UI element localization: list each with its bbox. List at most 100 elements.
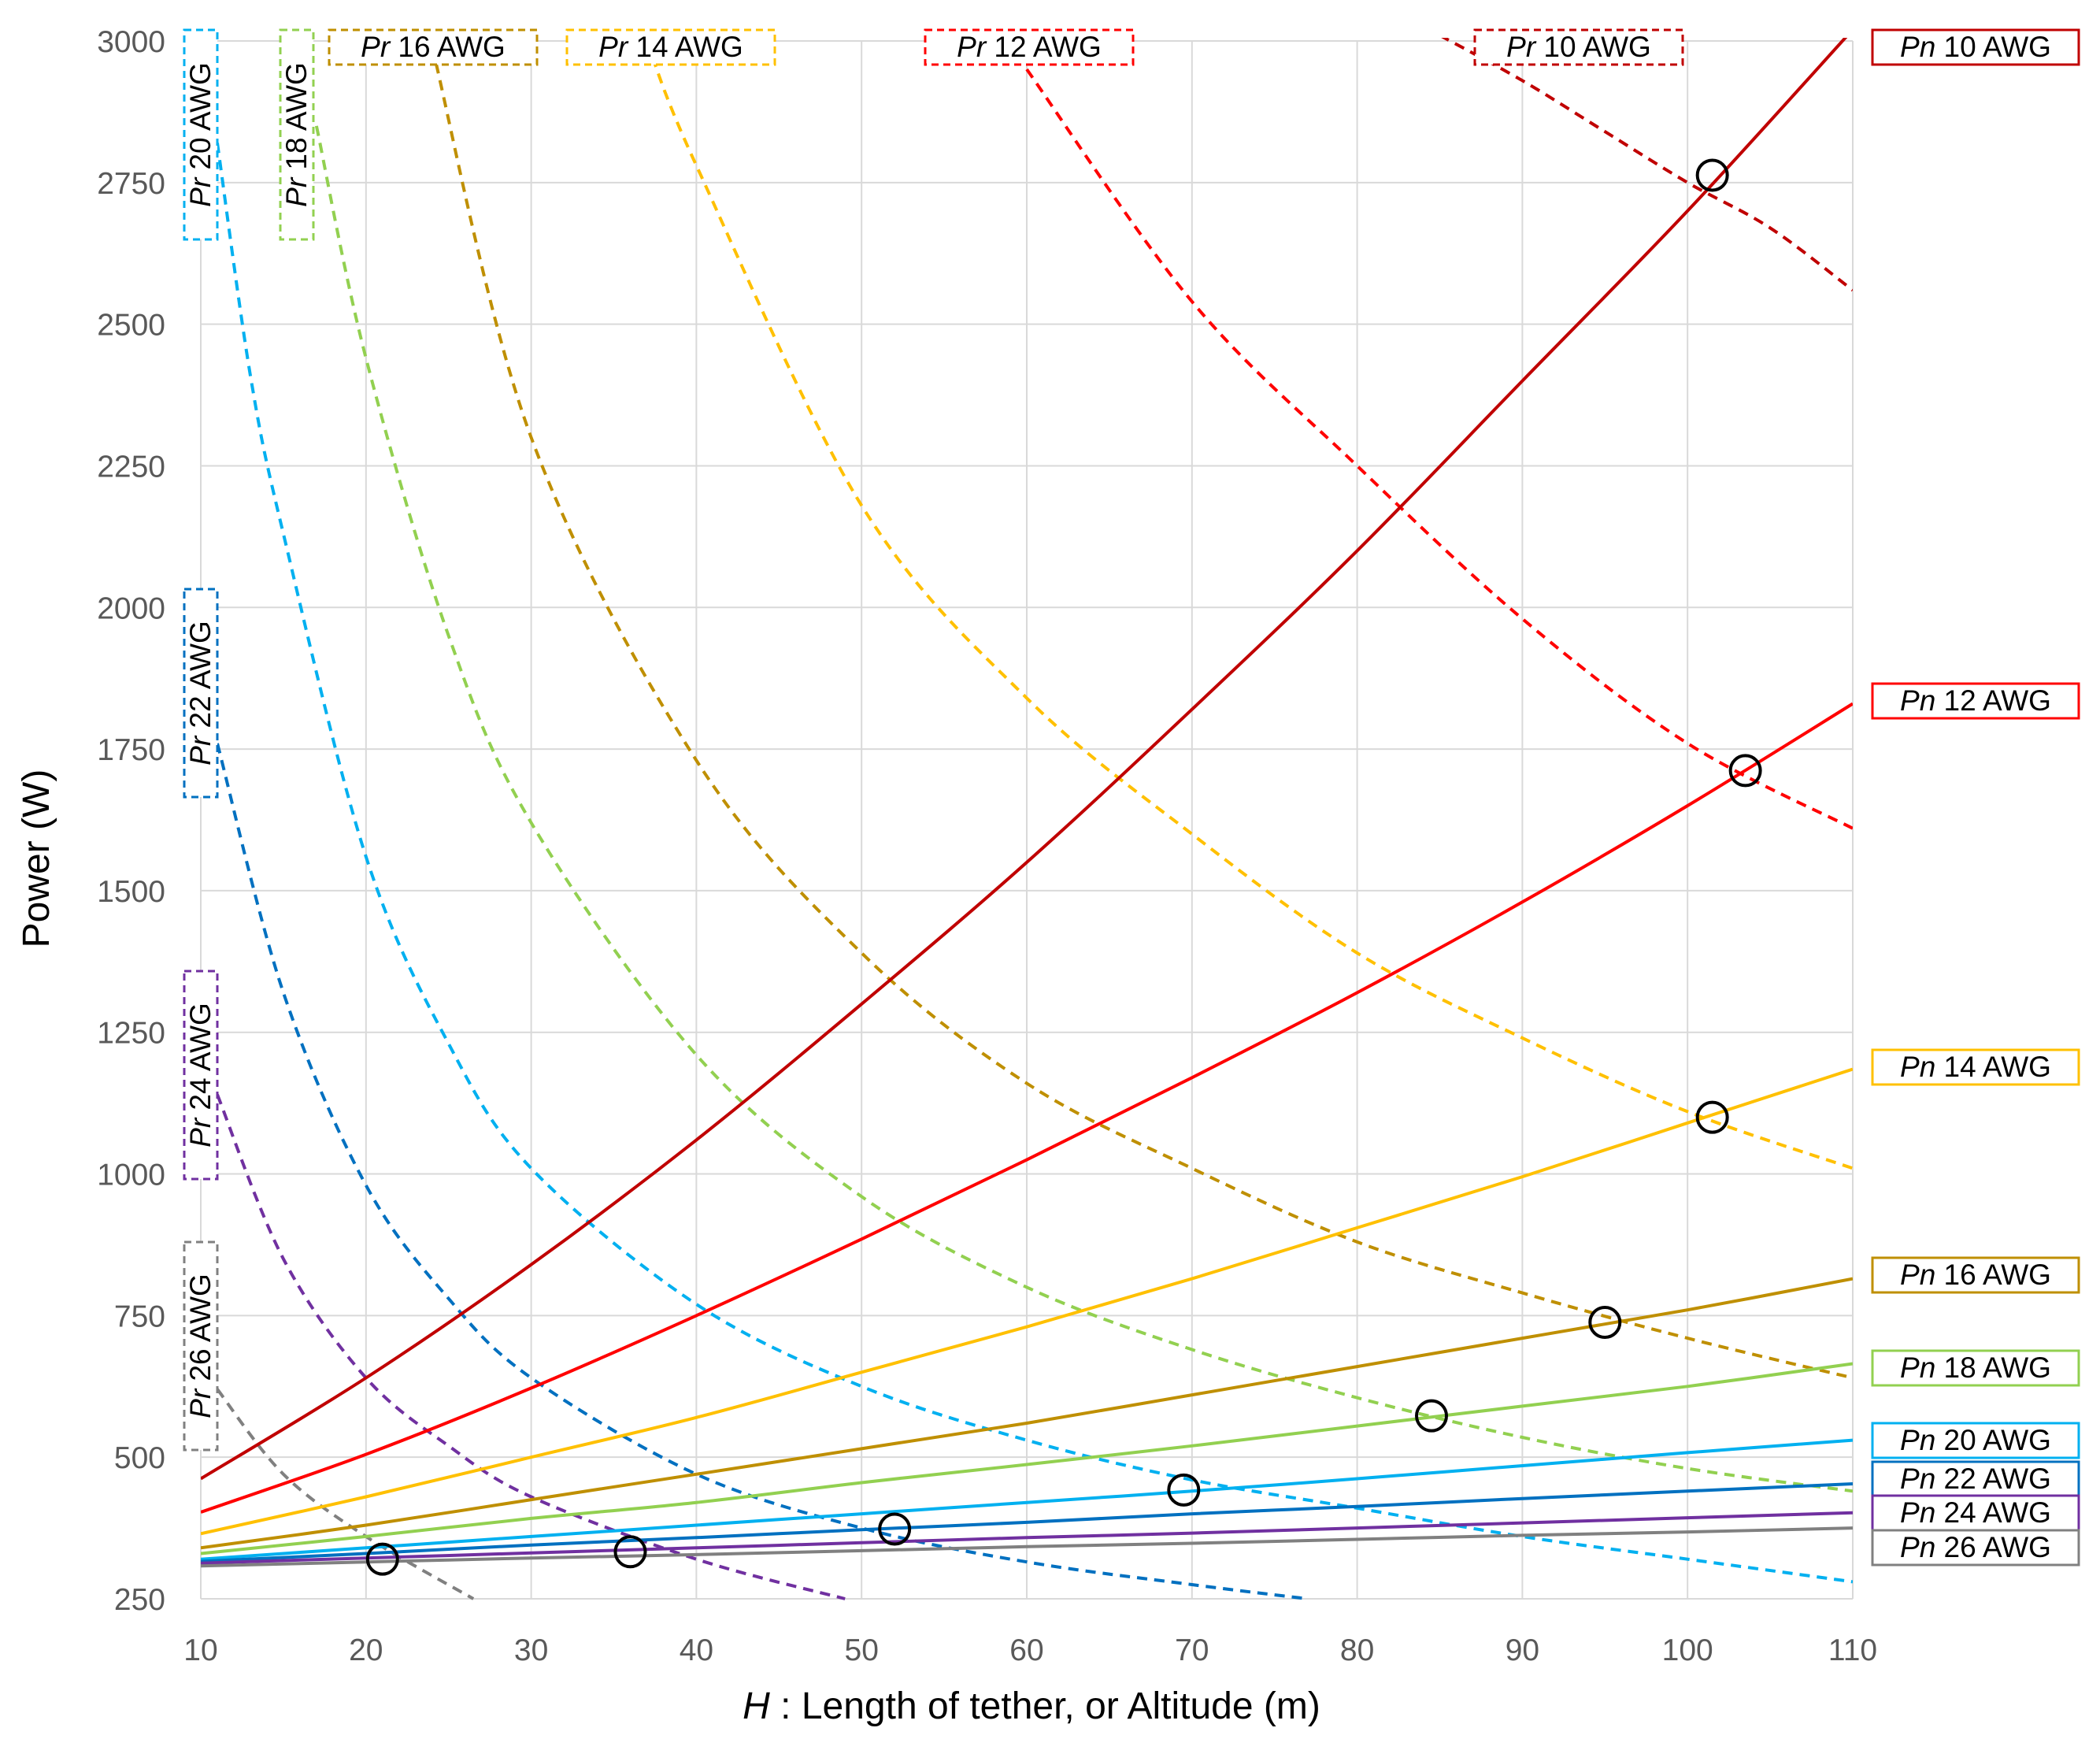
label-pr-14-awg: Pr 14 AWG: [565, 28, 776, 66]
label-pr-26-awg-awg: 26 AWG: [184, 1274, 217, 1389]
label-pn-18-awg-prefix: Pn: [1900, 1352, 1935, 1384]
label-pr-12-awg-prefix: Pr: [957, 31, 987, 63]
marker-6: [1588, 1305, 1622, 1339]
line-pr-24-awg: [216, 1094, 846, 1600]
label-pn-18-awg: Pn 18 AWG: [1871, 1349, 2080, 1387]
y-tick-750: 750: [114, 1300, 165, 1333]
label-pr-18-awg-prefix: Pr: [280, 176, 313, 207]
line-pn-18-awg: [201, 1362, 1853, 1555]
label-pr-10-awg-prefix: Pr: [1506, 31, 1537, 63]
y-tick-1000: 1000: [97, 1159, 165, 1192]
label-pn-18-awg-box: [1871, 1349, 2080, 1387]
label-pn-16-awg-box: [1871, 1256, 2080, 1294]
label-pr-24-awg: Pr 24 AWG: [183, 970, 219, 1181]
label-pr-18-awg-text: Pr 18 AWG: [280, 62, 313, 207]
label-pn-12-awg-awg: 12 AWG: [1935, 684, 2051, 717]
label-pn-20-awg-box: [1871, 1422, 2080, 1459]
label-pr-14-awg-box: [565, 28, 776, 66]
label-pr-16-awg-box: [328, 28, 539, 66]
marker-9: [1695, 158, 1729, 192]
label-pn-10-awg: Pn 10 AWG: [1871, 28, 2080, 66]
label-pr-10-awg-box: [1473, 28, 1684, 66]
x-tick-50: 50: [845, 1633, 879, 1667]
x-tick-100: 100: [1662, 1633, 1713, 1667]
label-pr-16-awg-awg: 16 AWG: [390, 31, 506, 63]
label-pn-22-awg-box: [1871, 1460, 2080, 1498]
label-pn-10-awg-prefix: Pn: [1900, 31, 1935, 63]
line-pn-14-awg: [201, 1067, 1853, 1536]
label-pr-14-awg-awg: 14 AWG: [628, 31, 743, 63]
y-tick-2500: 2500: [97, 309, 165, 343]
label-pn-16-awg-prefix: Pn: [1900, 1259, 1935, 1291]
label-pr-20-awg-text: Pr 20 AWG: [184, 62, 217, 207]
x-tick-10: 10: [183, 1633, 217, 1667]
label-pr-10-awg-text: Pr 10 AWG: [1506, 31, 1651, 63]
label-pr-24-awg-awg: 24 AWG: [184, 1003, 217, 1118]
label-pr-12-awg-awg: 12 AWG: [986, 31, 1102, 63]
label-pr-16-awg-prefix: Pr: [361, 31, 391, 63]
y-tick-1750: 1750: [97, 733, 165, 767]
line-pr-26-awg: [216, 1388, 475, 1600]
label-pn-22-awg-text: Pn 22 AWG: [1900, 1463, 2051, 1495]
line-pr-20-awg: [216, 143, 1853, 1584]
label-pr-10-awg: Pr 10 AWG: [1473, 28, 1684, 66]
label-pn-16-awg-text: Pn 16 AWG: [1900, 1259, 2051, 1291]
label-pr-26-awg-text: Pr 26 AWG: [184, 1274, 217, 1418]
label-pr-14-awg-prefix: Pr: [598, 31, 629, 63]
label-pr-20-awg: Pr 20 AWG: [183, 28, 219, 241]
label-pn-14-awg-text: Pn 14 AWG: [1900, 1051, 2051, 1083]
label-pn-10-awg-box: [1871, 28, 2080, 66]
label-pn-14-awg-box: [1871, 1048, 2080, 1086]
label-pr-12-awg-box: [924, 28, 1135, 66]
label-pn-12-awg-prefix: Pn: [1900, 684, 1935, 717]
label-pr-26-awg-prefix: Pr: [184, 1388, 217, 1418]
label-pr-26-awg-box: [183, 1240, 219, 1452]
label-pr-24-awg-box: [183, 970, 219, 1181]
label-pn-24-awg-box: [1871, 1494, 2080, 1532]
label-pr-22-awg-prefix: Pr: [184, 735, 217, 766]
grid: [200, 40, 1854, 1600]
label-pn-14-awg-prefix: Pn: [1900, 1051, 1935, 1083]
label-pn-16-awg-awg: 16 AWG: [1935, 1259, 2051, 1291]
x-tick-90: 90: [1506, 1633, 1539, 1667]
tick-labels: 10 20 30 40 50 60 70 80 90 100 110 250 500 750 1000 125…: [97, 25, 1877, 1667]
y-tick-1500: 1500: [97, 875, 165, 909]
x-axis-title-text: : Length of tether, or Altitude (m): [770, 1685, 1320, 1727]
marker-2: [613, 1535, 647, 1569]
label-pr-22-awg-awg: 22 AWG: [184, 621, 217, 736]
label-pn-26-awg-awg: 26 AWG: [1935, 1531, 2051, 1563]
line-pr-18-awg: [314, 125, 1853, 1493]
label-pn-24-awg-awg: 24 AWG: [1935, 1496, 2051, 1529]
label-pr-24-awg-text: Pr 24 AWG: [184, 1003, 217, 1148]
label-pn-20-awg-awg: 20 AWG: [1935, 1424, 2051, 1456]
x-tick-110: 110: [1828, 1633, 1877, 1667]
marker-7: [1695, 1100, 1729, 1134]
line-pr-12-awg: [1025, 68, 1853, 830]
line-pn-12-awg: [201, 702, 1853, 1514]
label-pn-16-awg: Pn 16 AWG: [1871, 1256, 2080, 1294]
label-pn-18-awg-text: Pn 18 AWG: [1900, 1352, 2051, 1384]
label-pn-20-awg: Pn 20 AWG: [1871, 1422, 2080, 1459]
x-tick-70: 70: [1175, 1633, 1209, 1667]
line-pn-16-awg: [201, 1277, 1853, 1550]
label-pr-22-awg-text: Pr 22 AWG: [184, 621, 217, 766]
label-pn-18-awg-awg: 18 AWG: [1935, 1352, 2051, 1384]
label-pn-20-awg-text: Pn 20 AWG: [1900, 1424, 2051, 1456]
line-pn-22-awg: [201, 1482, 1853, 1563]
line-pr-22-awg: [216, 743, 1308, 1600]
y-tick-500: 500: [114, 1441, 165, 1475]
marker-5: [1415, 1399, 1449, 1433]
line-pr-16-awg: [430, 46, 1853, 1380]
label-pr-16-awg: Pr 16 AWG: [328, 28, 539, 66]
label-pn-26-awg-prefix: Pn: [1900, 1531, 1935, 1563]
label-pn-12-awg-text: Pn 12 AWG: [1900, 684, 2051, 717]
label-pr-24-awg-prefix: Pr: [184, 1117, 217, 1148]
pn-solid-curves: [201, 38, 1853, 1568]
label-pn-26-awg-text: Pn 26 AWG: [1900, 1531, 2051, 1563]
line-pr-14-awg: [645, 40, 1853, 1170]
label-pr-20-awg-prefix: Pr: [184, 176, 217, 207]
y-tick-3000: 3000: [97, 25, 165, 59]
label-pn-12-awg-box: [1871, 682, 2080, 720]
line-pn-10-awg: [201, 38, 1848, 1481]
